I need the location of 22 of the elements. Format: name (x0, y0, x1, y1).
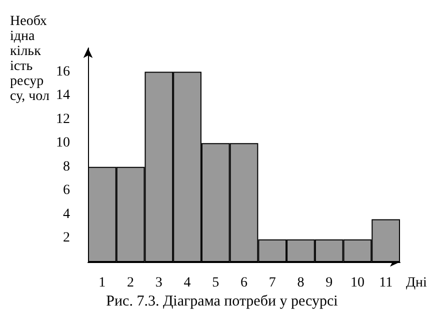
y-axis-title: Необхідна кількість ресурсу, чол (10, 14, 50, 104)
x-tick-label: 8 (297, 276, 304, 290)
y-tick-label: 16 (56, 64, 70, 80)
x-tick-label: 9 (326, 276, 333, 290)
y-tick-label: 8 (63, 159, 70, 174)
x-tick-label: 4 (184, 276, 191, 290)
x-tick-label: 6 (240, 276, 248, 290)
y-tick-label: 12 (56, 112, 70, 127)
y-tick-label: 2 (63, 230, 70, 246)
y-tick-label: 10 (56, 136, 70, 151)
y-tick-label: 14 (56, 88, 70, 104)
x-tick-label: 5 (212, 276, 220, 290)
text: Рис. 7.3. Діаграма потреби у ресурсі (106, 294, 338, 310)
y-tick-label: 4 (63, 206, 70, 222)
x-axis-title: Дні (406, 276, 428, 290)
x-tick-label: 3 (155, 276, 162, 290)
x-tick-label: 7 (268, 276, 276, 290)
x-tick-label: 10 (350, 276, 364, 290)
x-tick-label: 11 (379, 276, 393, 290)
x-tick-label: 2 (127, 276, 134, 290)
y-tick-label: 6 (63, 183, 70, 198)
x-tick-label: 1 (98, 276, 106, 290)
